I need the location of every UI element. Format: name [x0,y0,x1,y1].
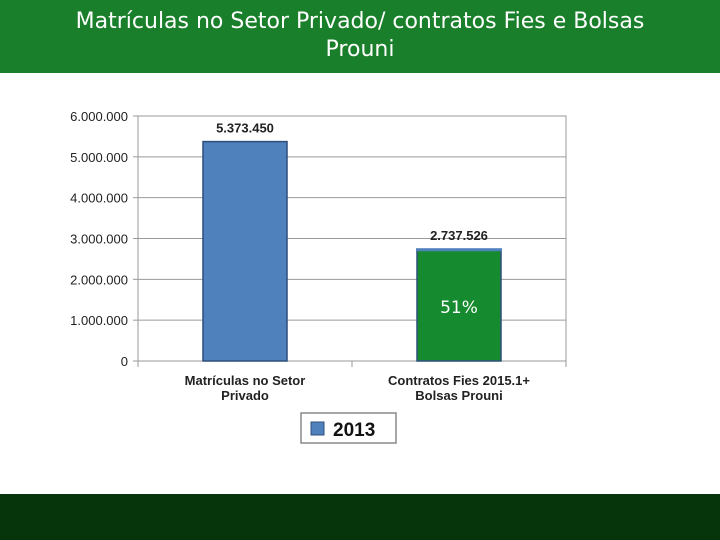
y-tick-label: 1.000.000 [70,313,128,328]
y-tick-label: 3.000.000 [70,232,128,247]
category-label: Matrículas no Setor [185,373,306,388]
bar-top-edge [416,248,502,252]
data-label: 5.373.450 [216,121,274,136]
legend-swatch [310,421,325,436]
slide-title-line-2: Prouni [325,37,395,62]
legend-box [300,412,397,444]
category-label: Privado [221,388,269,403]
footer-bar [0,494,720,540]
y-tick-label: 4.000.000 [70,191,128,206]
bar [416,248,502,362]
slide-title: Matrículas no Setor Privado/ contratos F… [0,0,720,73]
data-label: 2.737.526 [430,228,488,243]
slide-title-line-1: Matrículas no Setor Privado/ contratos F… [75,9,645,34]
bar-chart: 0 1.000.000 2.000.000 3.000.000 4.000.000 5.0… [70,109,567,444]
bar [202,140,288,362]
y-tick-label: 0 [121,354,128,369]
category-label: Contratos Fies 2015.1+ [388,373,530,388]
y-tick-label: 2.000.000 [70,272,128,287]
y-tick-label: 5.000.000 [70,150,128,165]
percent-annotation: 51% [440,298,478,318]
legend-label: 2013 [333,420,375,441]
category-label: Bolsas Prouni [415,388,502,403]
y-tick-label: 6.000.000 [70,109,128,124]
